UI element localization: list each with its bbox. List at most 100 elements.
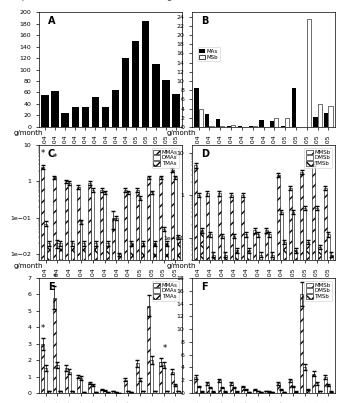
- Bar: [306, 390, 309, 393]
- Bar: [71, 107, 79, 127]
- Bar: [162, 80, 170, 127]
- Bar: [199, 108, 203, 127]
- Bar: [136, 364, 138, 393]
- Bar: [47, 391, 50, 393]
- Bar: [162, 365, 165, 393]
- Bar: [152, 64, 159, 127]
- Bar: [94, 243, 97, 403]
- Bar: [100, 189, 103, 403]
- Text: g/month: g/month: [166, 0, 196, 1]
- Bar: [244, 390, 247, 393]
- Bar: [102, 107, 109, 127]
- Bar: [115, 218, 118, 403]
- Bar: [307, 19, 311, 127]
- Bar: [244, 234, 247, 403]
- Bar: [147, 177, 150, 403]
- Bar: [300, 172, 303, 403]
- Text: g/month: g/month: [13, 130, 43, 136]
- Bar: [83, 243, 85, 403]
- Bar: [141, 243, 144, 403]
- Bar: [172, 94, 180, 127]
- Bar: [88, 383, 91, 393]
- Bar: [41, 96, 49, 127]
- Bar: [112, 391, 115, 393]
- Bar: [68, 183, 71, 403]
- Bar: [92, 97, 99, 127]
- Bar: [236, 392, 238, 393]
- Bar: [241, 386, 244, 393]
- Bar: [303, 368, 306, 393]
- Bar: [312, 374, 315, 393]
- Bar: [330, 255, 333, 403]
- Bar: [165, 391, 168, 393]
- Bar: [241, 195, 244, 403]
- Bar: [41, 167, 44, 403]
- Bar: [44, 368, 47, 393]
- Bar: [224, 255, 227, 403]
- Bar: [153, 391, 156, 393]
- Bar: [327, 385, 330, 393]
- Bar: [65, 368, 68, 393]
- Bar: [285, 118, 289, 127]
- Bar: [230, 195, 233, 403]
- Text: *: *: [52, 273, 56, 282]
- Bar: [124, 380, 127, 393]
- Bar: [130, 392, 133, 393]
- Bar: [318, 247, 321, 403]
- Bar: [247, 251, 250, 403]
- Bar: [209, 388, 212, 393]
- Bar: [136, 189, 138, 403]
- Bar: [197, 386, 200, 393]
- Bar: [221, 388, 224, 393]
- Bar: [56, 243, 59, 403]
- Bar: [218, 380, 221, 393]
- Bar: [171, 372, 174, 393]
- Text: E: E: [48, 282, 54, 291]
- Bar: [194, 88, 199, 127]
- Bar: [233, 236, 236, 403]
- Bar: [138, 198, 141, 403]
- Bar: [127, 391, 130, 393]
- Legend: MMAs, DMAs, TMAs: MMAs, DMAs, TMAs: [152, 281, 179, 301]
- Bar: [53, 298, 56, 393]
- Bar: [221, 236, 224, 403]
- Bar: [271, 255, 274, 403]
- Bar: [330, 392, 333, 393]
- Bar: [106, 392, 109, 393]
- Text: m³/s: m³/s: [13, 0, 29, 1]
- Bar: [313, 117, 318, 127]
- Bar: [236, 251, 238, 403]
- Bar: [71, 243, 74, 403]
- Bar: [256, 391, 259, 393]
- Bar: [289, 380, 291, 393]
- Bar: [83, 392, 85, 393]
- Bar: [124, 189, 127, 403]
- Bar: [315, 383, 318, 393]
- Bar: [194, 377, 197, 393]
- Bar: [68, 372, 71, 393]
- Bar: [127, 193, 130, 403]
- Text: *: *: [40, 149, 45, 158]
- Bar: [247, 392, 250, 393]
- Bar: [59, 391, 62, 393]
- Bar: [268, 234, 271, 403]
- Bar: [291, 386, 294, 393]
- Bar: [106, 243, 109, 403]
- Legend: MMSb, DMSb, TMSb: MMSb, DMSb, TMSb: [304, 281, 332, 301]
- Bar: [130, 243, 133, 403]
- Bar: [62, 112, 69, 127]
- Bar: [274, 118, 278, 127]
- Bar: [280, 212, 283, 403]
- Bar: [159, 362, 162, 393]
- Bar: [292, 88, 296, 127]
- Bar: [76, 376, 80, 393]
- Bar: [289, 188, 291, 403]
- Bar: [227, 126, 231, 127]
- Bar: [327, 234, 330, 403]
- Bar: [100, 390, 103, 393]
- Bar: [259, 392, 262, 393]
- Legend: MAs, MSb: MAs, MSb: [198, 47, 220, 61]
- Bar: [162, 229, 165, 403]
- Bar: [94, 392, 97, 393]
- Bar: [122, 58, 129, 127]
